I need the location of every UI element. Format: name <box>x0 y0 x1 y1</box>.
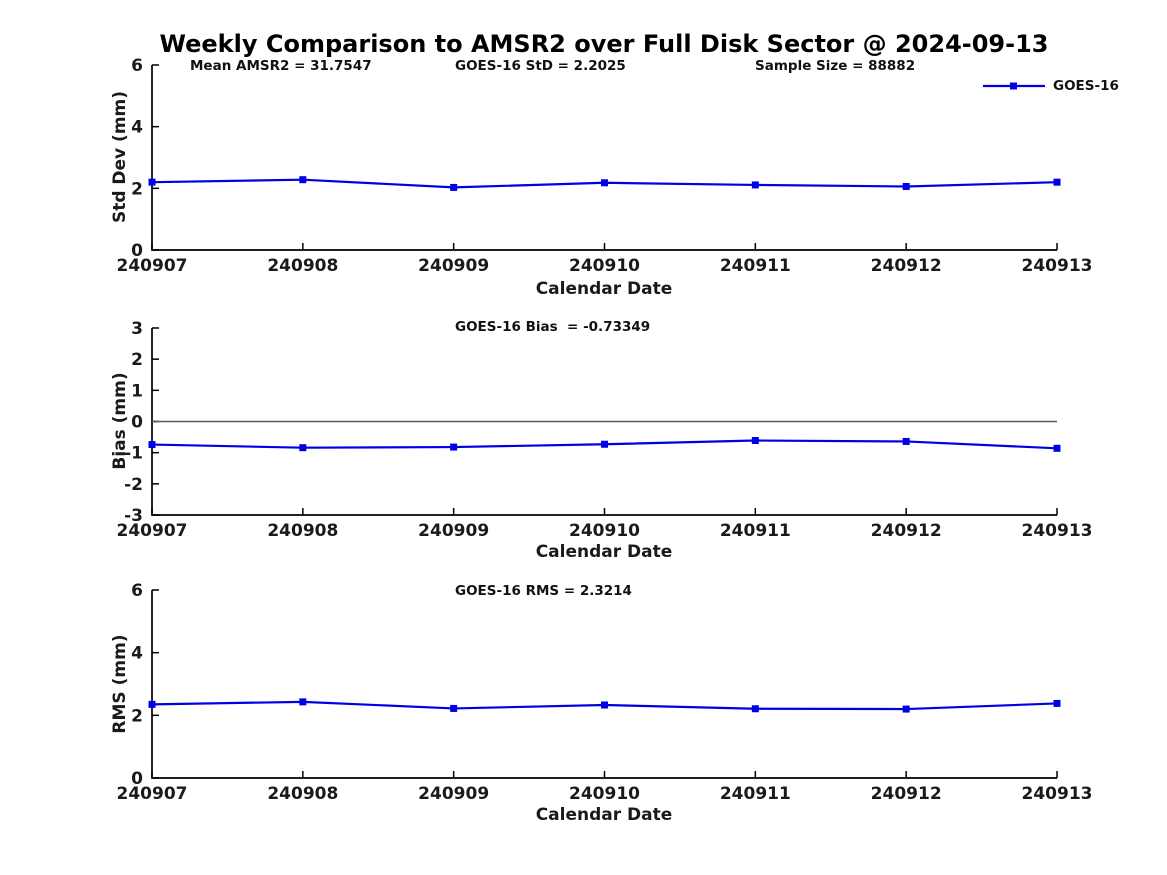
data-point-marker <box>299 698 307 706</box>
axis-lines <box>151 590 1057 779</box>
x-tick-label: 240913 <box>1022 256 1093 276</box>
legend-label: GOES-16 <box>1053 78 1119 94</box>
data-point-marker <box>751 437 759 445</box>
annotation-goes16-rms: GOES-16 RMS = 2.3214 <box>455 583 632 599</box>
annotation-sample-size: Sample Size = 88882 <box>755 58 916 74</box>
annotation-mean-amsr2: Mean AMSR2 = 31.7547 <box>190 58 372 74</box>
x-tick-label: 240908 <box>267 256 338 276</box>
x-tick-label: 240909 <box>418 256 489 276</box>
data-point-marker <box>299 176 307 184</box>
y-tick-label: 6 <box>131 581 143 601</box>
subplot-rms: 0 2 4 6 240907 240908 240909 240910 240911 240912… <box>117 581 1093 804</box>
y-tick-label: 3 <box>131 319 143 339</box>
y-tick-label: 1 <box>131 381 143 401</box>
data-point-marker <box>902 182 910 190</box>
y-axis-label-bias: Bias (mm) <box>110 372 130 470</box>
data-point-marker <box>751 705 759 713</box>
y-tick-label: -3 <box>124 506 143 526</box>
annotation-goes16-std: GOES-16 StD = 2.2025 <box>455 58 626 74</box>
x-axis-label-std-dev: Calendar Date <box>535 279 673 299</box>
x-tick-label: 240911 <box>720 784 791 804</box>
x-tick-label: 240911 <box>720 521 791 541</box>
data-point-marker <box>450 183 458 191</box>
y-tick-label: 0 <box>131 412 143 432</box>
x-axis-label-rms: Calendar Date <box>535 805 673 825</box>
y-tick-label: 2 <box>131 179 143 199</box>
subplot-std-dev: 0 2 4 6 240907 240908 240909 240910 240911 240912… <box>117 56 1093 276</box>
data-point-marker <box>450 704 458 712</box>
x-tick-label: 240912 <box>871 256 942 276</box>
data-point-marker <box>148 178 156 186</box>
x-tick-label: 240908 <box>267 784 338 804</box>
x-tick-label: 240910 <box>569 521 640 541</box>
x-tick-label: 240913 <box>1022 521 1093 541</box>
data-point-marker <box>148 441 156 449</box>
data-point-marker <box>1053 699 1061 707</box>
x-tick-label: 240912 <box>871 784 942 804</box>
data-point-marker <box>450 443 458 451</box>
y-tick-label: 2 <box>131 706 143 726</box>
y-tick-label: 4 <box>131 644 143 664</box>
chart-title: Weekly Comparison to AMSR2 over Full Dis… <box>159 30 1049 58</box>
annotation-goes16-bias: GOES-16 Bias = -0.73349 <box>455 319 651 335</box>
data-point-marker <box>902 437 910 445</box>
y-tick-label: 0 <box>131 241 143 261</box>
y-tick-label: -1 <box>124 444 143 464</box>
y-tick-label: -2 <box>124 475 143 495</box>
data-point-marker <box>601 440 608 448</box>
y-tick-label: 6 <box>131 56 143 76</box>
data-point-marker <box>148 700 156 708</box>
x-tick-label: 240910 <box>569 784 640 804</box>
data-point-marker <box>902 705 910 713</box>
x-tick-label: 240907 <box>117 521 188 541</box>
x-tick-label: 240908 <box>267 521 338 541</box>
x-tick-label: 240907 <box>117 256 188 276</box>
x-tick-label: 240910 <box>569 256 640 276</box>
legend-line-marker-icon <box>983 82 1045 90</box>
x-tick-label: 240912 <box>871 521 942 541</box>
x-tick-label: 240907 <box>117 784 188 804</box>
legend: GOES-16 <box>983 78 1119 94</box>
x-tick-label: 240909 <box>418 784 489 804</box>
x-tick-label: 240913 <box>1022 784 1093 804</box>
data-point-marker <box>1053 444 1061 452</box>
data-point-marker <box>601 179 608 187</box>
x-tick-label: 240911 <box>720 256 791 276</box>
data-point-marker <box>751 181 759 189</box>
data-point-marker <box>601 701 608 709</box>
data-point-marker <box>299 444 307 452</box>
x-axis-label-bias: Calendar Date <box>535 542 673 562</box>
data-point-marker <box>1053 178 1061 186</box>
y-tick-label: 4 <box>131 118 143 138</box>
subplot-bias: -3 -2 -1 0 1 2 3 240907 240908 240909 240910 240911… <box>117 319 1093 541</box>
y-tick-label: 2 <box>131 350 143 370</box>
y-tick-label: 0 <box>131 769 143 789</box>
y-axis-label-rms: RMS (mm) <box>110 634 130 734</box>
axis-lines <box>151 65 1057 251</box>
y-axis-label-std-dev: Std Dev (mm) <box>110 90 130 224</box>
x-tick-label: 240909 <box>418 521 489 541</box>
